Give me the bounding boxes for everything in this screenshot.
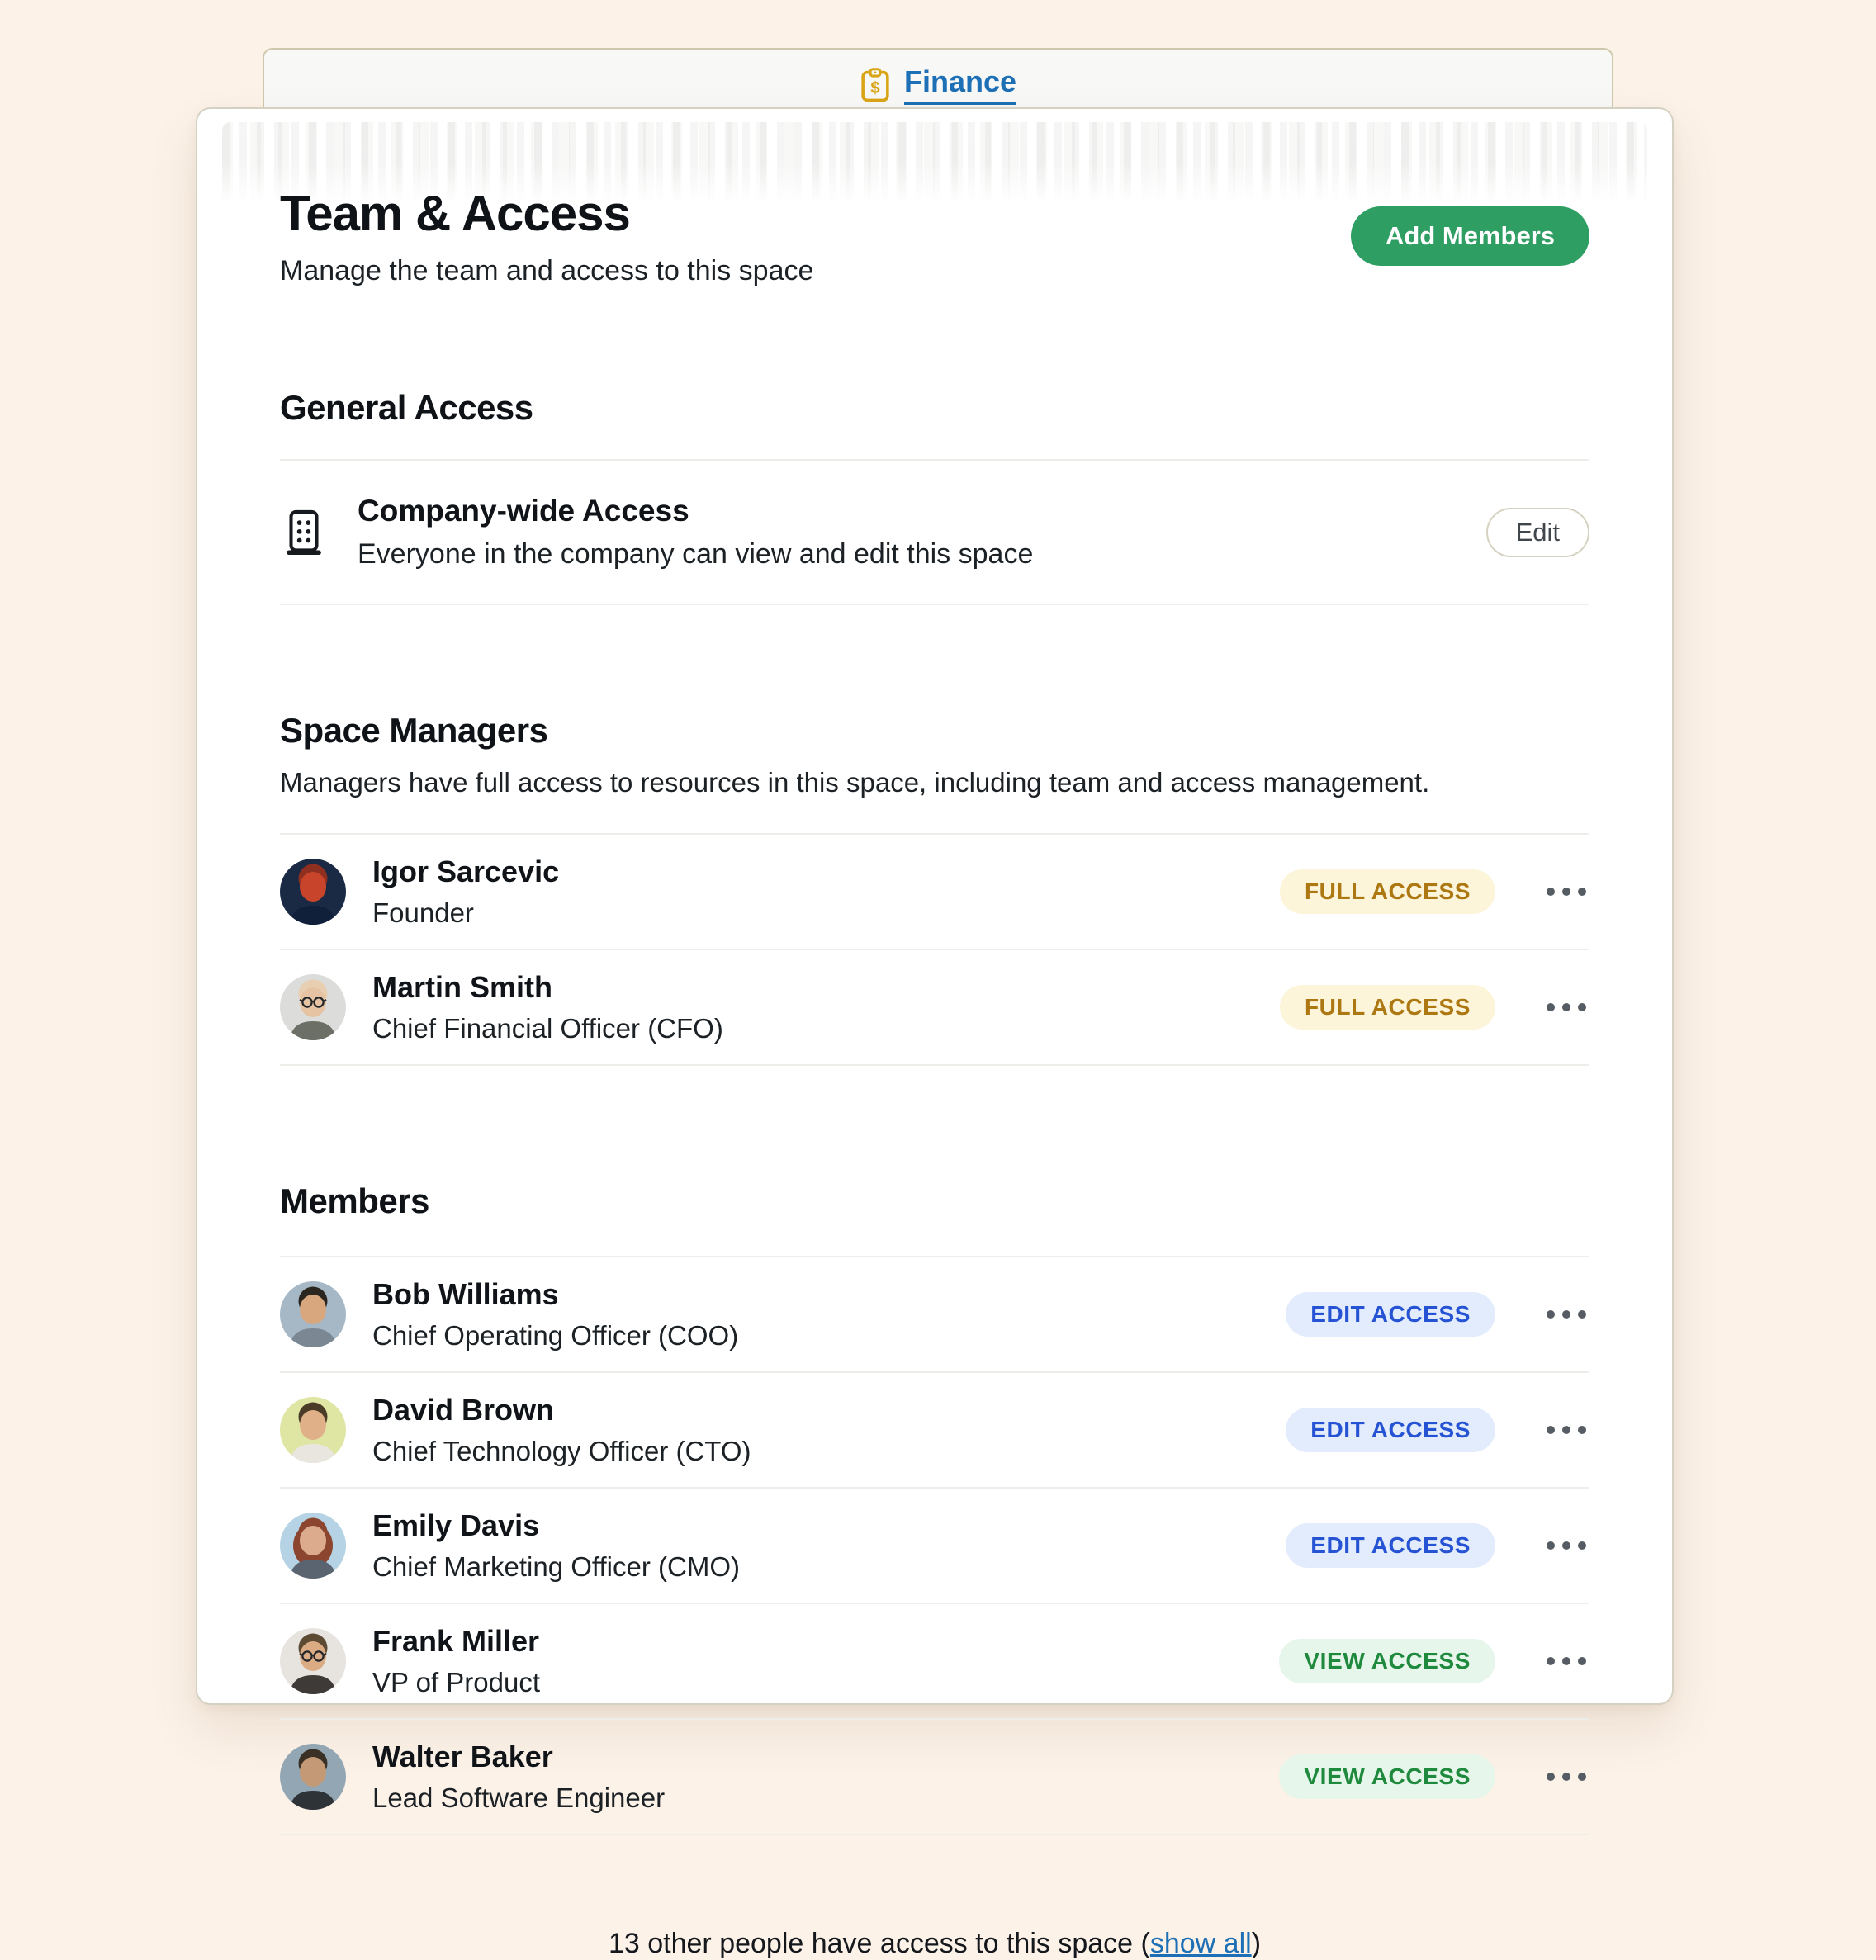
divider — [280, 1371, 1589, 1373]
member-row: Walter Baker Lead Software Engineer VIEW… — [280, 1720, 1589, 1834]
ellipsis-menu-button[interactable] — [1543, 1299, 1589, 1330]
divider — [280, 1064, 1589, 1066]
add-members-button[interactable]: Add Members — [1351, 206, 1589, 266]
space-finance-link[interactable]: $ Finance — [860, 64, 1017, 105]
page-title: Team & Access — [280, 186, 631, 241]
avatar — [280, 859, 346, 925]
access-badge: VIEW ACCESS — [1279, 1639, 1495, 1683]
member-name: Emily Davis — [372, 1508, 540, 1542]
member-name: Walter Baker — [372, 1740, 553, 1773]
access-badge: EDIT ACCESS — [1286, 1523, 1495, 1568]
space-managers-heading: Space Managers — [280, 711, 548, 750]
avatar — [280, 1744, 346, 1810]
members-list: Bob Williams Chief Operating Officer (CO… — [280, 1257, 1589, 1835]
space-managers-list: Igor Sarcevic Founder FULL ACCESS Martin… — [280, 835, 1589, 1066]
access-badge: EDIT ACCESS — [1286, 1292, 1495, 1337]
access-badge: FULL ACCESS — [1279, 869, 1495, 914]
member-row: David Brown Chief Technology Officer (CT… — [280, 1373, 1589, 1487]
member-role: Founder — [372, 897, 474, 928]
member-row: Martin Smith Chief Financial Officer (CF… — [280, 950, 1589, 1064]
space-name: Finance — [903, 64, 1017, 105]
show-all-link[interactable]: show all — [1149, 1928, 1252, 1959]
divider — [280, 1487, 1589, 1489]
building-icon — [280, 507, 328, 558]
divider — [280, 949, 1589, 950]
footer-note: 13 other people have access to this spac… — [280, 1928, 1589, 1960]
divider — [280, 1256, 1589, 1257]
divider — [280, 1603, 1589, 1604]
member-role: Chief Technology Officer (CTO) — [372, 1436, 751, 1466]
member-name: Martin Smith — [372, 970, 553, 1004]
avatar — [280, 1628, 346, 1694]
clipboard-dollar-icon: $ — [860, 67, 891, 103]
ellipsis-menu-button[interactable] — [1543, 876, 1589, 907]
footer-text: 13 other people have access to this spac… — [608, 1928, 1150, 1959]
member-name: Frank Miller — [372, 1624, 540, 1658]
avatar — [280, 1513, 346, 1579]
ellipsis-menu-button[interactable] — [1543, 1414, 1589, 1446]
svg-text:$: $ — [870, 79, 879, 97]
ellipsis-menu-button[interactable] — [1543, 992, 1589, 1023]
access-badge: VIEW ACCESS — [1279, 1754, 1495, 1799]
member-row: Bob Williams Chief Operating Officer (CO… — [280, 1257, 1589, 1371]
divider — [280, 1834, 1589, 1835]
access-badge: FULL ACCESS — [1279, 985, 1495, 1030]
member-name: Igor Sarcevic — [372, 855, 560, 888]
company-access-description: Everyone in the company can view and edi… — [358, 538, 1034, 570]
member-name: David Brown — [372, 1393, 555, 1427]
ellipsis-menu-button[interactable] — [1543, 1761, 1589, 1792]
footer-text-close: ) — [1251, 1928, 1262, 1959]
edit-general-access-button[interactable]: Edit — [1485, 507, 1589, 557]
ellipsis-menu-button[interactable] — [1543, 1530, 1589, 1561]
avatar — [280, 1397, 346, 1463]
member-role: Lead Software Engineer — [372, 1782, 666, 1813]
divider — [280, 604, 1589, 605]
access-badge: EDIT ACCESS — [1286, 1408, 1495, 1452]
member-row: Frank Miller VP of Product VIEW ACCESS — [280, 1604, 1589, 1718]
team-access-panel: Team & Access Manage the team and access… — [196, 107, 1674, 1959]
company-access-title: Company-wide Access — [358, 494, 689, 528]
panel-header: Team & Access Manage the team and access… — [280, 185, 1589, 287]
member-name: Bob Williams — [372, 1277, 559, 1311]
general-access-heading: General Access — [280, 388, 533, 427]
space-managers-description: Managers have full access to resources i… — [280, 767, 1430, 798]
avatar — [280, 1281, 346, 1347]
member-row: Emily Davis Chief Marketing Officer (CMO… — [280, 1489, 1589, 1603]
ellipsis-menu-button[interactable] — [1543, 1645, 1589, 1677]
member-role: VP of Product — [372, 1667, 541, 1697]
member-role: Chief Marketing Officer (CMO) — [372, 1551, 740, 1582]
company-wide-access-row: Company-wide Access Everyone in the comp… — [280, 461, 1589, 604]
page-subtitle: Manage the team and access to this space — [280, 255, 814, 286]
member-row: Igor Sarcevic Founder FULL ACCESS — [280, 835, 1589, 949]
member-role: Chief Operating Officer (COO) — [372, 1320, 739, 1351]
divider — [280, 833, 1589, 835]
avatar — [280, 974, 346, 1040]
divider — [280, 1718, 1589, 1720]
divider — [280, 459, 1589, 461]
members-heading: Members — [280, 1181, 429, 1220]
member-role: Chief Financial Officer (CFO) — [372, 1013, 723, 1044]
